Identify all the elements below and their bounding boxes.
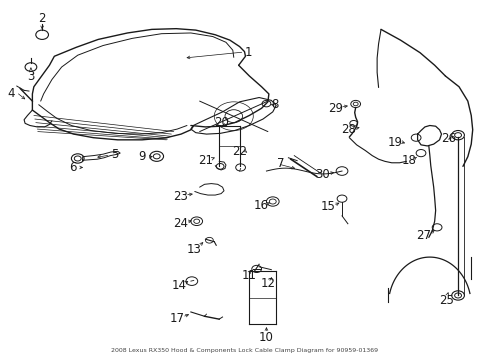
Text: 20: 20	[213, 116, 228, 129]
Text: 10: 10	[259, 331, 273, 344]
Text: 13: 13	[186, 243, 201, 256]
Text: 25: 25	[439, 294, 453, 307]
Text: 11: 11	[242, 269, 256, 282]
Text: 4: 4	[8, 87, 15, 100]
Text: 16: 16	[254, 199, 268, 212]
Text: 2: 2	[39, 12, 46, 25]
Text: 12: 12	[260, 278, 275, 291]
Text: 29: 29	[327, 102, 342, 115]
Text: 9: 9	[138, 150, 145, 163]
Text: 19: 19	[386, 136, 401, 149]
Text: 18: 18	[401, 154, 415, 167]
Text: 6: 6	[69, 161, 77, 174]
Text: 5: 5	[111, 148, 119, 161]
Text: 7: 7	[277, 157, 284, 170]
Text: 15: 15	[320, 201, 335, 213]
Text: 28: 28	[341, 123, 356, 136]
Text: 8: 8	[271, 98, 278, 111]
Text: 3: 3	[27, 69, 35, 82]
Text: 22: 22	[232, 145, 246, 158]
Text: 1: 1	[244, 46, 251, 59]
Text: 14: 14	[171, 279, 186, 292]
Text: 17: 17	[169, 311, 184, 325]
Text: 27: 27	[416, 229, 430, 242]
Text: 21: 21	[198, 154, 213, 167]
Text: 24: 24	[173, 216, 188, 230]
Text: 2008 Lexus RX350 Hood & Components Lock Cable Clamp Diagram for 90959-01369: 2008 Lexus RX350 Hood & Components Lock …	[111, 348, 377, 353]
Text: 23: 23	[172, 190, 187, 203]
Text: 30: 30	[314, 168, 329, 181]
Text: 26: 26	[440, 132, 455, 145]
